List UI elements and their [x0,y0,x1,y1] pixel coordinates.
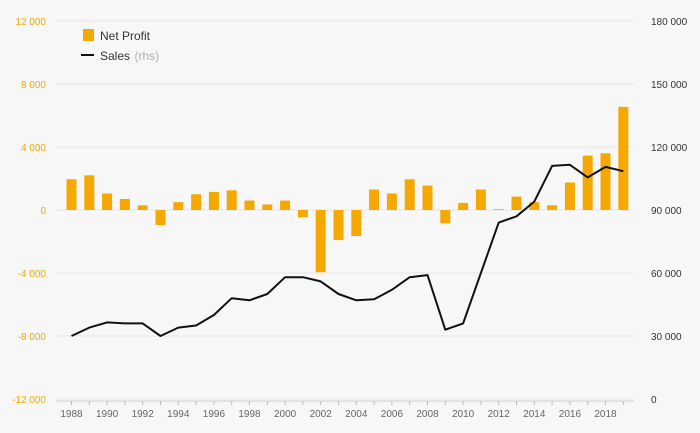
net-profit-bar [244,200,255,210]
left-axis-tick-label: 0 [40,206,46,217]
left-axis-tick-label: 8 000 [21,80,46,91]
net-profit-bar [315,210,326,273]
right-axis-tick-label: 0 [651,395,657,406]
legend-swatch-net-profit [83,29,94,41]
right-axis-ticks: 0 30 000 60 000 90 000 120 000 150 000 180 000 [651,17,688,406]
net-profit-bar [102,193,113,210]
left-axis-tick-label: 12 000 [15,17,46,28]
x-axis-tick-label: 2008 [416,409,439,420]
net-profit-bar [369,189,380,210]
net-profit-bar [297,210,308,218]
net-profit-bars [66,106,629,273]
x-axis-tick-label: 2000 [274,409,297,420]
left-axis-tick-label: -12 000 [12,395,46,406]
right-axis-tick-label: 60 000 [651,269,682,280]
net-profit-bar [529,202,540,210]
gridlines [56,20,634,400]
left-axis-tick-label: -8 000 [18,332,47,343]
x-axis-tick-label: 2016 [559,409,582,420]
right-axis-tick-label: 120 000 [651,143,688,154]
net-profit-bar [262,204,273,210]
sales-line-layer [71,163,624,337]
net-profit-bar [600,153,611,210]
x-axis-ticks: 1988 1990 1992 1994 1996 1998 2000 2002 2004 2006… [56,400,634,420]
net-profit-bar [511,196,522,210]
x-axis-tick-label: 2014 [523,409,546,420]
legend: Net Profit Sales (rhs) [81,29,159,64]
right-axis-tick-label: 180 000 [651,17,688,28]
x-axis-tick-label: 2004 [345,409,368,420]
net-profit-bar [386,193,397,210]
x-axis-tick-label: 1990 [96,409,119,420]
net-profit-bar [280,200,291,210]
x-axis-tick-label: 1988 [60,409,83,420]
net-profit-bar [84,175,95,210]
net-profit-bar [333,210,344,240]
sales-line [71,163,624,337]
x-axis-tick-label: 2006 [381,409,404,420]
net-profit-bar [564,182,575,210]
net-profit-bar [458,202,469,210]
x-axis-tick-label: 1994 [167,409,190,420]
legend-sales-name: Sales [100,49,130,63]
legend-sales-suffix: (rhs) [134,49,159,63]
net-profit-bar [547,205,558,210]
net-profit-bar [351,210,362,236]
net-profit-bar [618,106,629,210]
net-profit-bar [155,210,166,225]
x-axis-tick-label: 1992 [132,409,155,420]
left-axis-tick-label: -4 000 [18,269,47,280]
x-axis-tick-label: 2002 [310,409,333,420]
legend-label-sales: Sales (rhs) [100,47,159,64]
legend-label-net-profit: Net Profit [100,29,151,43]
right-axis-tick-label: 150 000 [651,80,688,91]
net-profit-bar [191,194,202,210]
x-axis-tick-label: 2012 [488,409,511,420]
left-axis-ticks: -12 000 -8 000 -4 000 0 4 000 8 000 12 000 [12,17,46,406]
net-profit-bar [226,190,237,210]
net-profit-bar [173,202,184,210]
net-profit-bar [66,179,77,210]
left-axis-tick-label: 4 000 [21,143,46,154]
x-axis-tick-label: 2018 [594,409,617,420]
net-profit-bar [404,179,415,210]
net-profit-bar [475,189,486,210]
right-axis-tick-label: 90 000 [651,206,682,217]
net-profit-bar [208,191,219,210]
net-profit-bar [440,210,451,224]
net-profit-bar [119,198,130,210]
net-profit-bar [582,155,593,210]
x-axis-tick-label: 2010 [452,409,475,420]
net-profit-bar [422,185,433,210]
net-profit-bar [137,205,148,210]
right-axis-tick-label: 30 000 [651,332,682,343]
x-axis-tick-label: 1996 [203,409,226,420]
net-profit-bar [493,209,504,211]
x-axis-tick-label: 1998 [238,409,261,420]
